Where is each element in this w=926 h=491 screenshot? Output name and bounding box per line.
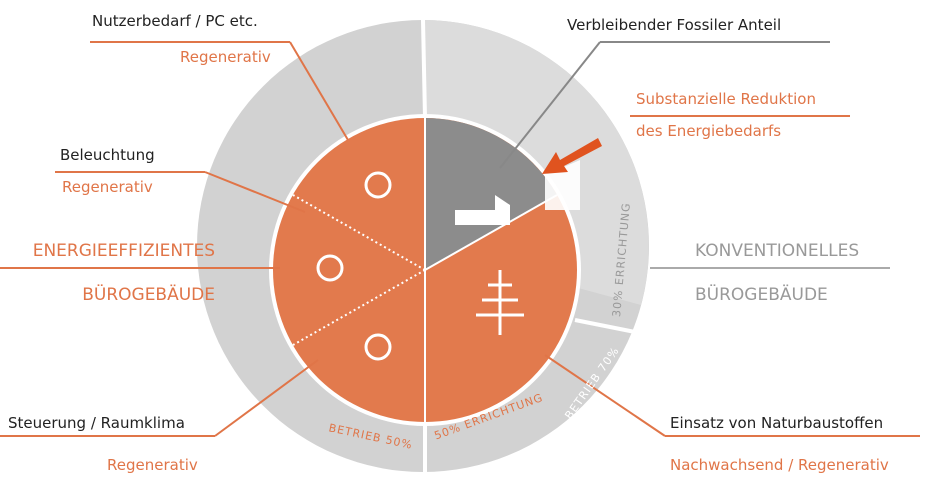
ring-divider: [423, 20, 425, 118]
title: BÜROGEBÄUDE: [695, 283, 828, 305]
diagram: Nutzerbedarf / PC etc. Regenerativ Beleu…: [0, 0, 926, 491]
label: Steuerung / Raumklima: [8, 414, 185, 432]
title: BÜROGEBÄUDE: [82, 283, 215, 305]
title: ENERGIEEFFIZIENTES: [33, 241, 215, 261]
label: Nutzerbedarf / PC etc.: [92, 12, 258, 30]
label: Nachwachsend / Regenerativ: [670, 456, 889, 474]
label: Verbleibender Fossiler Anteil: [567, 16, 781, 34]
label: Regenerativ: [62, 178, 153, 196]
label: des Energiebedarfs: [636, 122, 781, 140]
label: Substanzielle Reduktion: [636, 90, 816, 108]
label: Beleuchtung: [60, 146, 155, 164]
label: Regenerativ: [107, 456, 198, 474]
label: Einsatz von Naturbaustoffen: [670, 414, 883, 432]
label: Regenerativ: [180, 48, 271, 66]
title: KONVENTIONELLES: [695, 241, 859, 261]
